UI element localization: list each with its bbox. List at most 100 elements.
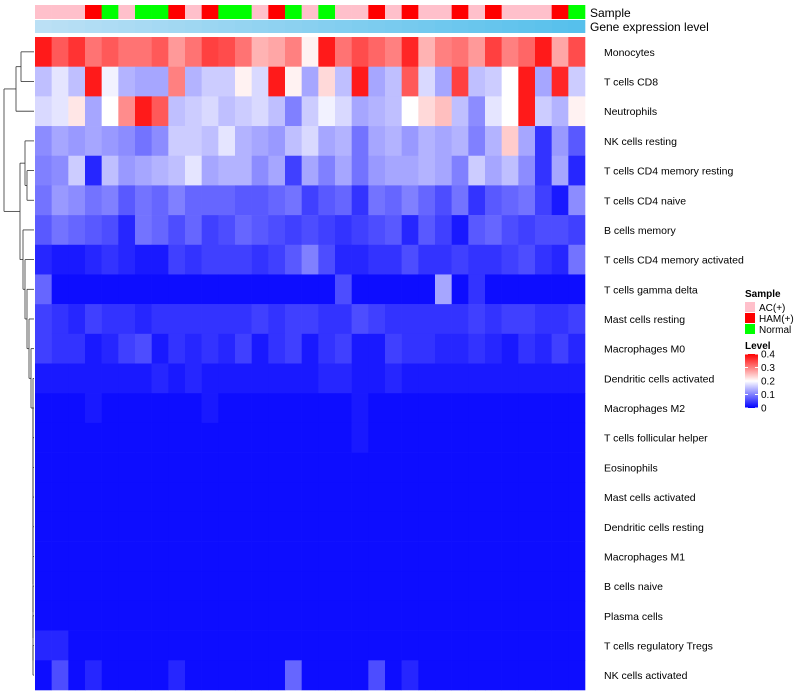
heatmap-cells — [35, 37, 586, 691]
heatmap-cell — [35, 630, 52, 661]
heatmap-cell — [101, 630, 119, 661]
sample-annotation-cell — [551, 5, 569, 19]
heatmap-cell — [435, 333, 452, 364]
heatmap-cell — [385, 37, 402, 67]
heatmap-cell — [51, 422, 69, 453]
sample-annotation-cell — [168, 5, 186, 19]
heatmap-cell — [368, 66, 386, 97]
row-label: Neutrophils — [604, 106, 657, 118]
heatmap-cell — [301, 541, 319, 572]
heatmap-cell — [335, 96, 352, 127]
heatmap-cell — [301, 600, 319, 631]
expression-annotation-cell — [68, 20, 86, 33]
heatmap-cell — [51, 126, 69, 157]
heatmap-cell — [451, 660, 469, 691]
heatmap-cell — [451, 155, 469, 186]
heatmap-cell — [101, 393, 119, 424]
row-label: B cells naive — [604, 581, 663, 593]
heatmap-cell — [535, 185, 552, 216]
heatmap-cell — [535, 66, 552, 97]
expression-annotation-cell — [485, 20, 502, 33]
heatmap-cell — [101, 66, 119, 97]
heatmap-cell — [535, 274, 552, 305]
heatmap-cell — [285, 66, 302, 97]
heatmap-cell — [251, 126, 269, 157]
heatmap-cell — [485, 511, 502, 542]
heatmap-cell — [201, 511, 219, 542]
heatmap-cell — [201, 66, 219, 97]
row-label: Macrophages M1 — [604, 551, 685, 563]
heatmap-cell — [51, 96, 69, 127]
heatmap-cell — [185, 452, 202, 483]
sample-track-label: Sample — [590, 6, 631, 20]
heatmap-cell — [335, 274, 352, 305]
heatmap-cell — [135, 96, 152, 127]
heatmap-cell — [518, 541, 536, 572]
heatmap-cell — [351, 511, 369, 542]
heatmap-cell — [151, 511, 169, 542]
heatmap-cell — [568, 304, 586, 335]
heatmap-cell — [451, 244, 469, 275]
heatmap-cell — [118, 393, 136, 424]
heatmap-cell — [468, 185, 486, 216]
row-labels: Monocytes T cells CD8 Neutrophils NK cells … — [604, 47, 744, 682]
heatmap-cell — [385, 660, 402, 691]
heatmap-cell — [51, 37, 69, 67]
heatmap-cell — [301, 452, 319, 483]
heatmap-cell — [335, 571, 352, 602]
heatmap-cell — [551, 630, 569, 661]
heatmap-cell — [185, 422, 202, 453]
heatmap-cell — [85, 363, 102, 394]
heatmap-cell — [201, 393, 219, 424]
heatmap-cell — [285, 244, 302, 275]
heatmap-cell — [401, 422, 419, 453]
heatmap-cell — [235, 185, 252, 216]
heatmap-cell — [35, 541, 52, 572]
heatmap-cell — [85, 215, 102, 246]
heatmap-cell — [418, 393, 436, 424]
heatmap-cell — [418, 96, 436, 127]
heatmap-cell — [451, 333, 469, 364]
heatmap-cell — [218, 422, 236, 453]
heatmap-cell — [135, 452, 152, 483]
heatmap-cell — [151, 393, 169, 424]
heatmap-cell — [318, 571, 336, 602]
heatmap-cell — [285, 304, 302, 335]
sample-annotation-cell — [235, 5, 252, 19]
heatmap-cell — [151, 126, 169, 157]
heatmap-cell — [101, 215, 119, 246]
heatmap-cell — [485, 393, 502, 424]
heatmap-cell — [235, 96, 252, 127]
heatmap-cell — [168, 304, 186, 335]
heatmap-cell — [85, 630, 102, 661]
heatmap-cell — [368, 541, 386, 572]
heatmap-cell — [35, 363, 52, 394]
heatmap-cell — [135, 630, 152, 661]
heatmap-cell — [318, 155, 336, 186]
heatmap-cell — [151, 363, 169, 394]
heatmap-cell — [385, 185, 402, 216]
heatmap-cell — [401, 482, 419, 513]
heatmap-cell — [118, 244, 136, 275]
heatmap-cell — [51, 660, 69, 691]
heatmap-cell — [568, 96, 586, 127]
expression-annotation-cell — [101, 20, 119, 33]
heatmap-cell — [35, 185, 52, 216]
heatmap-cell — [235, 215, 252, 246]
heatmap-cell — [185, 660, 202, 691]
heatmap-cell — [101, 482, 119, 513]
heatmap-cell — [535, 333, 552, 364]
heatmap-cell — [485, 571, 502, 602]
heatmap-cell — [35, 511, 52, 542]
heatmap-cell — [318, 452, 336, 483]
heatmap-cell — [468, 244, 486, 275]
sample-annotation-cell — [68, 5, 86, 19]
heatmap-cell — [68, 482, 86, 513]
heatmap-cell — [451, 274, 469, 305]
heatmap-cell — [468, 37, 486, 67]
heatmap-cell — [68, 155, 86, 186]
sample-annotation-cell — [385, 5, 402, 19]
sample-annotation-cell — [218, 5, 236, 19]
heatmap-cell — [518, 482, 536, 513]
